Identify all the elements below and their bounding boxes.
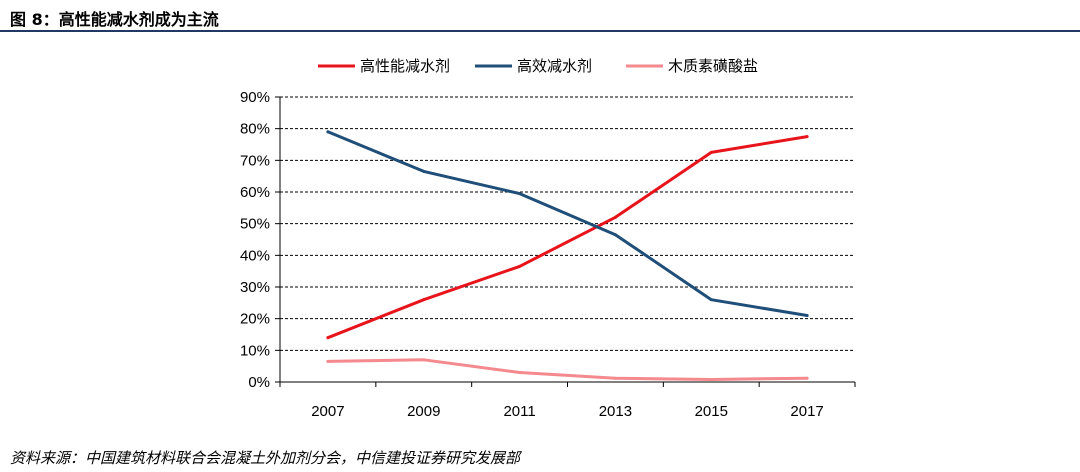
series-line bbox=[326, 135, 809, 340]
x-tick-label: 2009 bbox=[407, 403, 440, 420]
y-tick-label: 80% bbox=[240, 121, 270, 138]
data-point bbox=[613, 233, 617, 237]
data-point bbox=[422, 298, 426, 302]
data-point bbox=[805, 135, 809, 139]
legend-label: 高性能减水剂 bbox=[360, 57, 450, 75]
data-point bbox=[709, 377, 713, 381]
x-tick-label: 2015 bbox=[695, 403, 728, 420]
source-note: 资料来源：中国建筑材料联合会混凝土外加剂分会，中信建投证券研究发展部 bbox=[10, 449, 521, 467]
y-tick-label: 50% bbox=[240, 216, 270, 233]
data-point bbox=[422, 358, 426, 362]
data-point bbox=[518, 192, 522, 196]
data-point bbox=[709, 150, 713, 154]
data-point bbox=[518, 371, 522, 374]
y-tick-label: 70% bbox=[240, 152, 270, 169]
series-line bbox=[326, 130, 809, 317]
title-rule bbox=[0, 30, 1080, 32]
figure-title: 图 8：高性能减水剂成为主流 bbox=[10, 10, 219, 29]
y-tick-label: 10% bbox=[240, 342, 270, 359]
y-tick-label: 30% bbox=[240, 279, 270, 296]
y-tick-label: 60% bbox=[240, 184, 270, 201]
x-tick-label: 2017 bbox=[790, 403, 823, 420]
y-tick-label: 20% bbox=[240, 311, 270, 328]
line-chart: 0% 10% 20% 30% 40% 50% 60% 70% 80% 90% 2007 2009 201… bbox=[240, 57, 856, 420]
x-tick-label: 2013 bbox=[599, 403, 632, 420]
y-tick-label: 0% bbox=[248, 374, 270, 391]
data-point bbox=[613, 376, 617, 380]
data-point bbox=[422, 169, 426, 173]
data-point bbox=[326, 359, 330, 363]
data-point bbox=[709, 298, 713, 302]
data-point bbox=[326, 130, 330, 134]
data-point bbox=[805, 314, 809, 317]
figure-header: 图 8：高性能减水剂成为主流 bbox=[0, 0, 1080, 34]
data-point bbox=[326, 336, 330, 340]
x-tick-label: 2007 bbox=[311, 403, 344, 420]
legend-label: 木质素磺酸盐 bbox=[668, 57, 758, 75]
legend-label: 高效减水剂 bbox=[517, 57, 592, 75]
y-tick-label: 90% bbox=[240, 89, 270, 106]
y-tick-label: 40% bbox=[240, 247, 270, 264]
series-line bbox=[326, 358, 809, 381]
data-point bbox=[805, 376, 809, 380]
data-point bbox=[518, 264, 522, 268]
x-tick-label: 2011 bbox=[503, 403, 535, 420]
data-point bbox=[613, 215, 617, 219]
